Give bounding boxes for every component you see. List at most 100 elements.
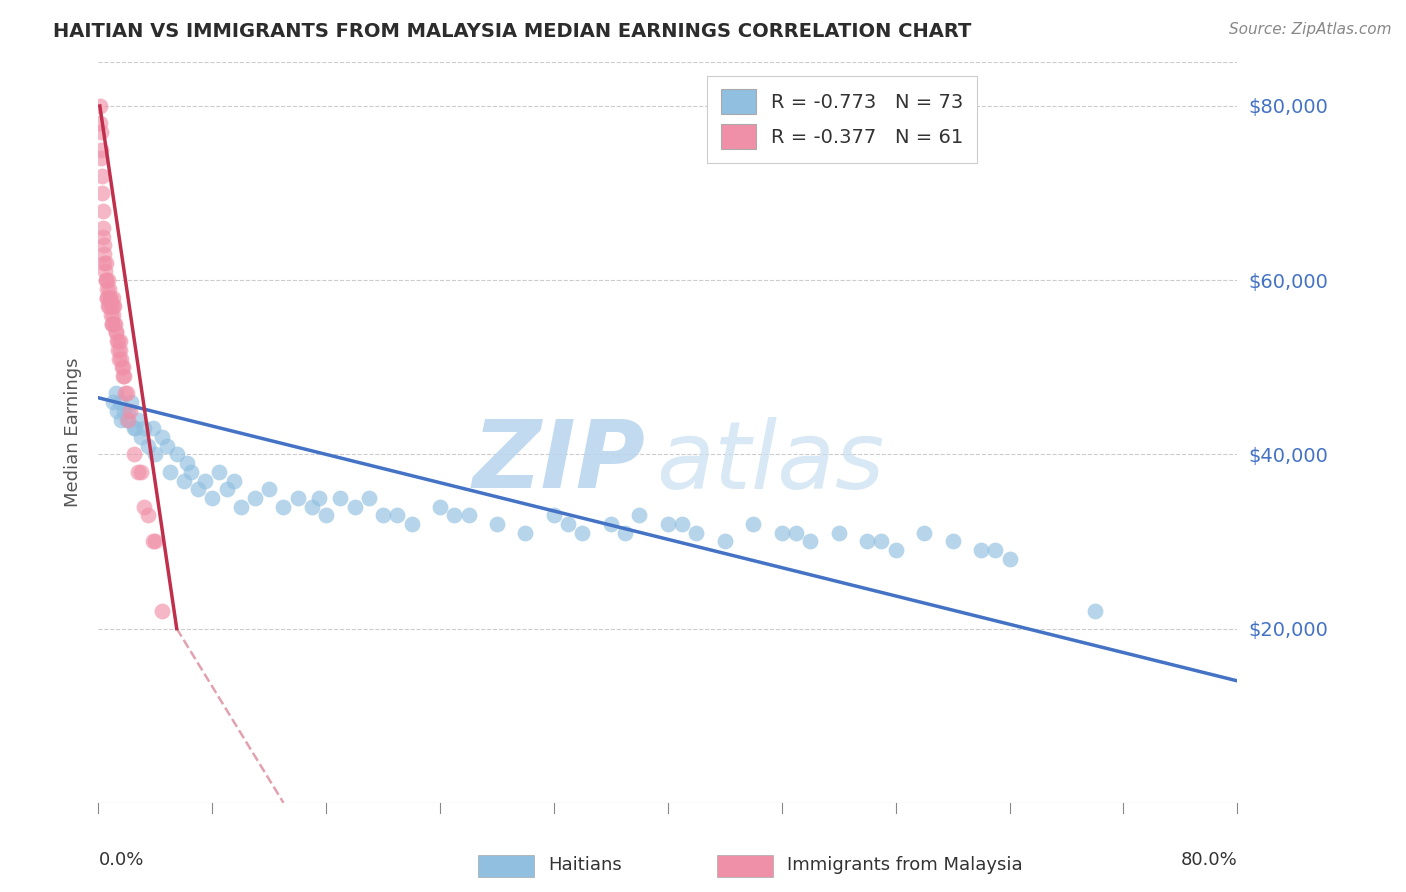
Point [94,273,117,287]
Point [90,125,112,139]
Point [110,351,132,366]
Point [112,404,135,418]
Point [443,508,465,523]
Point [742,517,765,532]
Point [515,525,537,540]
Point [105,334,128,348]
Point [287,491,309,505]
Point [103,317,125,331]
Point [152,604,174,618]
Point [180,465,202,479]
Point [112,369,135,384]
Point [110,412,132,426]
Point [785,525,807,540]
Point [429,500,451,514]
Text: ZIP: ZIP [472,417,645,508]
Point [129,430,152,444]
Point [132,421,155,435]
Point [984,543,1007,558]
Point [657,517,679,532]
Point [91,203,114,218]
Point [770,525,793,540]
Point [870,534,893,549]
Point [111,360,134,375]
Point [122,447,145,461]
Point [194,474,217,488]
Point [110,343,132,357]
Point [628,508,651,523]
Point [90,143,112,157]
Point [273,500,295,514]
Point [104,386,127,401]
Point [94,264,117,278]
Point [970,543,993,558]
Point [371,508,394,523]
Point [97,299,120,313]
Point [108,334,131,348]
Point [108,395,131,409]
Point [118,404,141,418]
Point [94,256,117,270]
Point [90,151,112,165]
Point [101,299,124,313]
Point [215,482,238,496]
Point [145,447,167,461]
Point [145,534,167,549]
Point [93,247,115,261]
Point [93,229,115,244]
Point [714,534,737,549]
Point [457,508,479,523]
Point [100,299,122,313]
Point [828,525,851,540]
Legend: R = -0.773   N = 73, R = -0.377   N = 61: R = -0.773 N = 73, R = -0.377 N = 61 [707,76,977,162]
Point [91,186,114,200]
Point [343,500,366,514]
Point [103,308,125,322]
Point [243,491,266,505]
Point [105,404,128,418]
Point [308,491,330,505]
Point [112,369,135,384]
Point [103,299,125,313]
Text: Immigrants from Malaysia: Immigrants from Malaysia [787,856,1024,874]
Point [97,273,120,287]
Point [543,508,565,523]
Point [100,308,122,322]
Point [201,491,224,505]
Text: atlas: atlas [657,417,884,508]
Point [141,534,163,549]
Point [136,508,159,523]
Point [884,543,907,558]
Point [329,491,352,505]
Point [136,439,159,453]
Point [1084,604,1107,618]
Point [129,465,152,479]
Point [93,238,115,252]
Point [122,421,145,435]
Point [96,273,118,287]
Point [152,430,174,444]
Point [98,282,121,296]
Point [557,517,579,532]
Text: 80.0%: 80.0% [1181,851,1237,869]
Point [315,508,337,523]
Point [124,421,146,435]
Text: 0.0%: 0.0% [98,851,143,869]
Point [208,465,231,479]
Point [96,282,118,296]
Point [90,169,112,183]
Point [301,500,323,514]
Point [912,525,935,540]
Point [89,99,111,113]
Point [96,291,118,305]
Text: HAITIAN VS IMMIGRANTS FROM MALAYSIA MEDIAN EARNINGS CORRELATION CHART: HAITIAN VS IMMIGRANTS FROM MALAYSIA MEDI… [53,22,972,41]
Point [671,517,693,532]
Point [100,317,122,331]
Point [187,482,209,496]
Point [942,534,965,549]
Text: Source: ZipAtlas.com: Source: ZipAtlas.com [1229,22,1392,37]
Point [799,534,821,549]
Point [357,491,380,505]
Point [97,299,120,313]
Point [127,465,149,479]
